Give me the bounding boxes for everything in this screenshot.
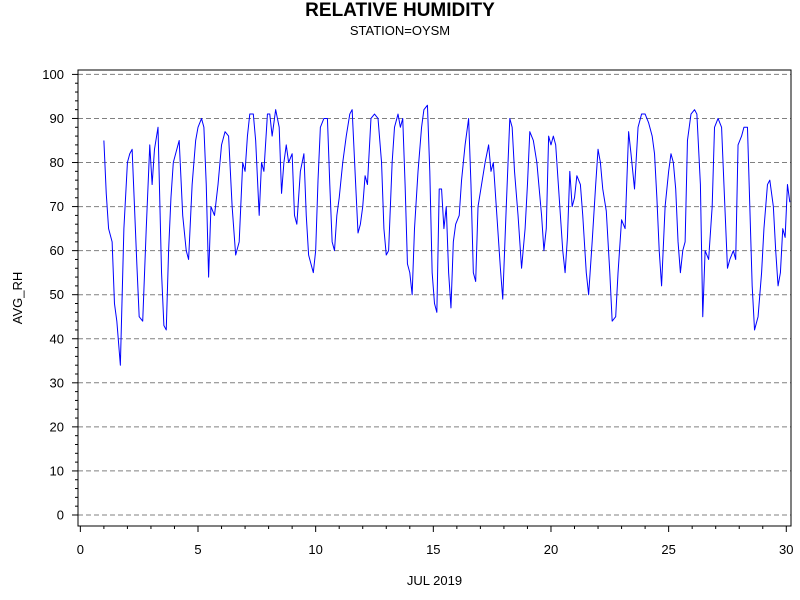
y-tick-label-90: 90: [50, 111, 64, 126]
y-tick-label-80: 80: [50, 155, 64, 170]
y-tick-label-70: 70: [50, 199, 64, 214]
x-tick-label-30: 30: [779, 542, 793, 557]
grid-layer: [78, 73, 791, 516]
x-tick-label-0: 0: [77, 542, 84, 557]
y-tick-label-30: 30: [50, 375, 64, 390]
y-tick-label-20: 20: [50, 419, 64, 434]
y-axis-label: AVG_RH: [10, 272, 25, 325]
y-tick-label-0: 0: [57, 507, 64, 522]
y-tick-label-10: 10: [50, 463, 64, 478]
x-tick-label-10: 10: [308, 542, 322, 557]
y-tick-label-100: 100: [42, 67, 64, 82]
chart-title: RELATIVE HUMIDITY: [305, 0, 495, 21]
y-axis: 0 10 20 30 40 50 60 70 80 90 100: [42, 67, 78, 522]
plot-area-frame: [77, 69, 792, 527]
chart-subtitle: STATION=OYSM: [349, 23, 451, 38]
x-tick-label-15: 15: [426, 542, 440, 557]
x-tick-label-5: 5: [194, 542, 201, 557]
series-line-0: [103, 104, 791, 366]
series-layer: [103, 104, 791, 366]
y-tick-label-60: 60: [50, 243, 64, 258]
x-axis-label: JUL 2019: [407, 573, 462, 588]
y-tick-label-50: 50: [50, 287, 64, 302]
y-tick-label-40: 40: [50, 331, 64, 346]
x-axis: 0 5 10 15 20 25 30: [77, 526, 794, 557]
x-tick-label-25: 25: [661, 542, 675, 557]
x-tick-label-20: 20: [544, 542, 558, 557]
